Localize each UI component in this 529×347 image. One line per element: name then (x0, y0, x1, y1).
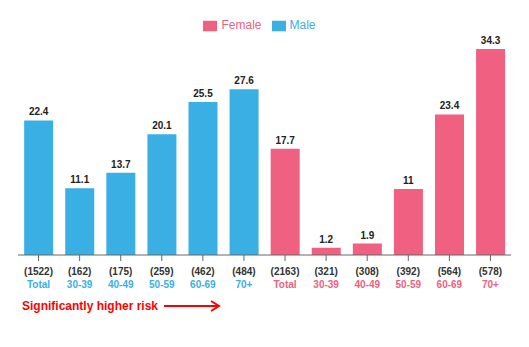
svg-text:(175)40-49: (175)40-49 (108, 266, 134, 290)
svg-text:(484)70+: (484)70+ (232, 266, 255, 290)
svg-text:(308)40-49: (308)40-49 (354, 266, 380, 290)
svg-text:(392)50-59: (392)50-59 (396, 266, 422, 290)
svg-text:17.7: 17.7 (275, 135, 295, 146)
svg-text:11.1: 11.1 (70, 174, 89, 185)
svg-text:20.1: 20.1 (152, 120, 172, 131)
svg-text:(1522)Total: (1522)Total (24, 266, 53, 290)
html-text:Male: Male (289, 18, 316, 32)
svg-text:22.4: 22.4 (29, 106, 49, 117)
html-text:Female: Female (221, 18, 262, 32)
svg-text:(321)30-39: (321)30-39 (313, 266, 339, 290)
svg-text:23.4: 23.4 (440, 100, 460, 111)
svg-text:(564)60-69: (564)60-69 (437, 266, 463, 290)
svg-text:(462)60-69: (462)60-69 (190, 266, 216, 290)
svg-text:34.3: 34.3 (481, 35, 501, 46)
svg-text:(578)70+: (578)70+ (479, 266, 502, 290)
html-text:Significantly higher risk: Significantly higher risk (22, 299, 158, 313)
svg-text:1.2: 1.2 (319, 234, 333, 245)
svg-text:(2163)Total: (2163)Total (271, 266, 300, 290)
svg-text:25.5: 25.5 (193, 88, 213, 99)
svg-text:(162)30-39: (162)30-39 (67, 266, 93, 290)
svg-text:1.9: 1.9 (360, 230, 374, 241)
svg-text:27.6: 27.6 (234, 75, 254, 86)
svg-text:(259)50-59: (259)50-59 (149, 266, 175, 290)
svg-text:13.7: 13.7 (111, 159, 131, 170)
svg-text:11: 11 (403, 175, 414, 186)
